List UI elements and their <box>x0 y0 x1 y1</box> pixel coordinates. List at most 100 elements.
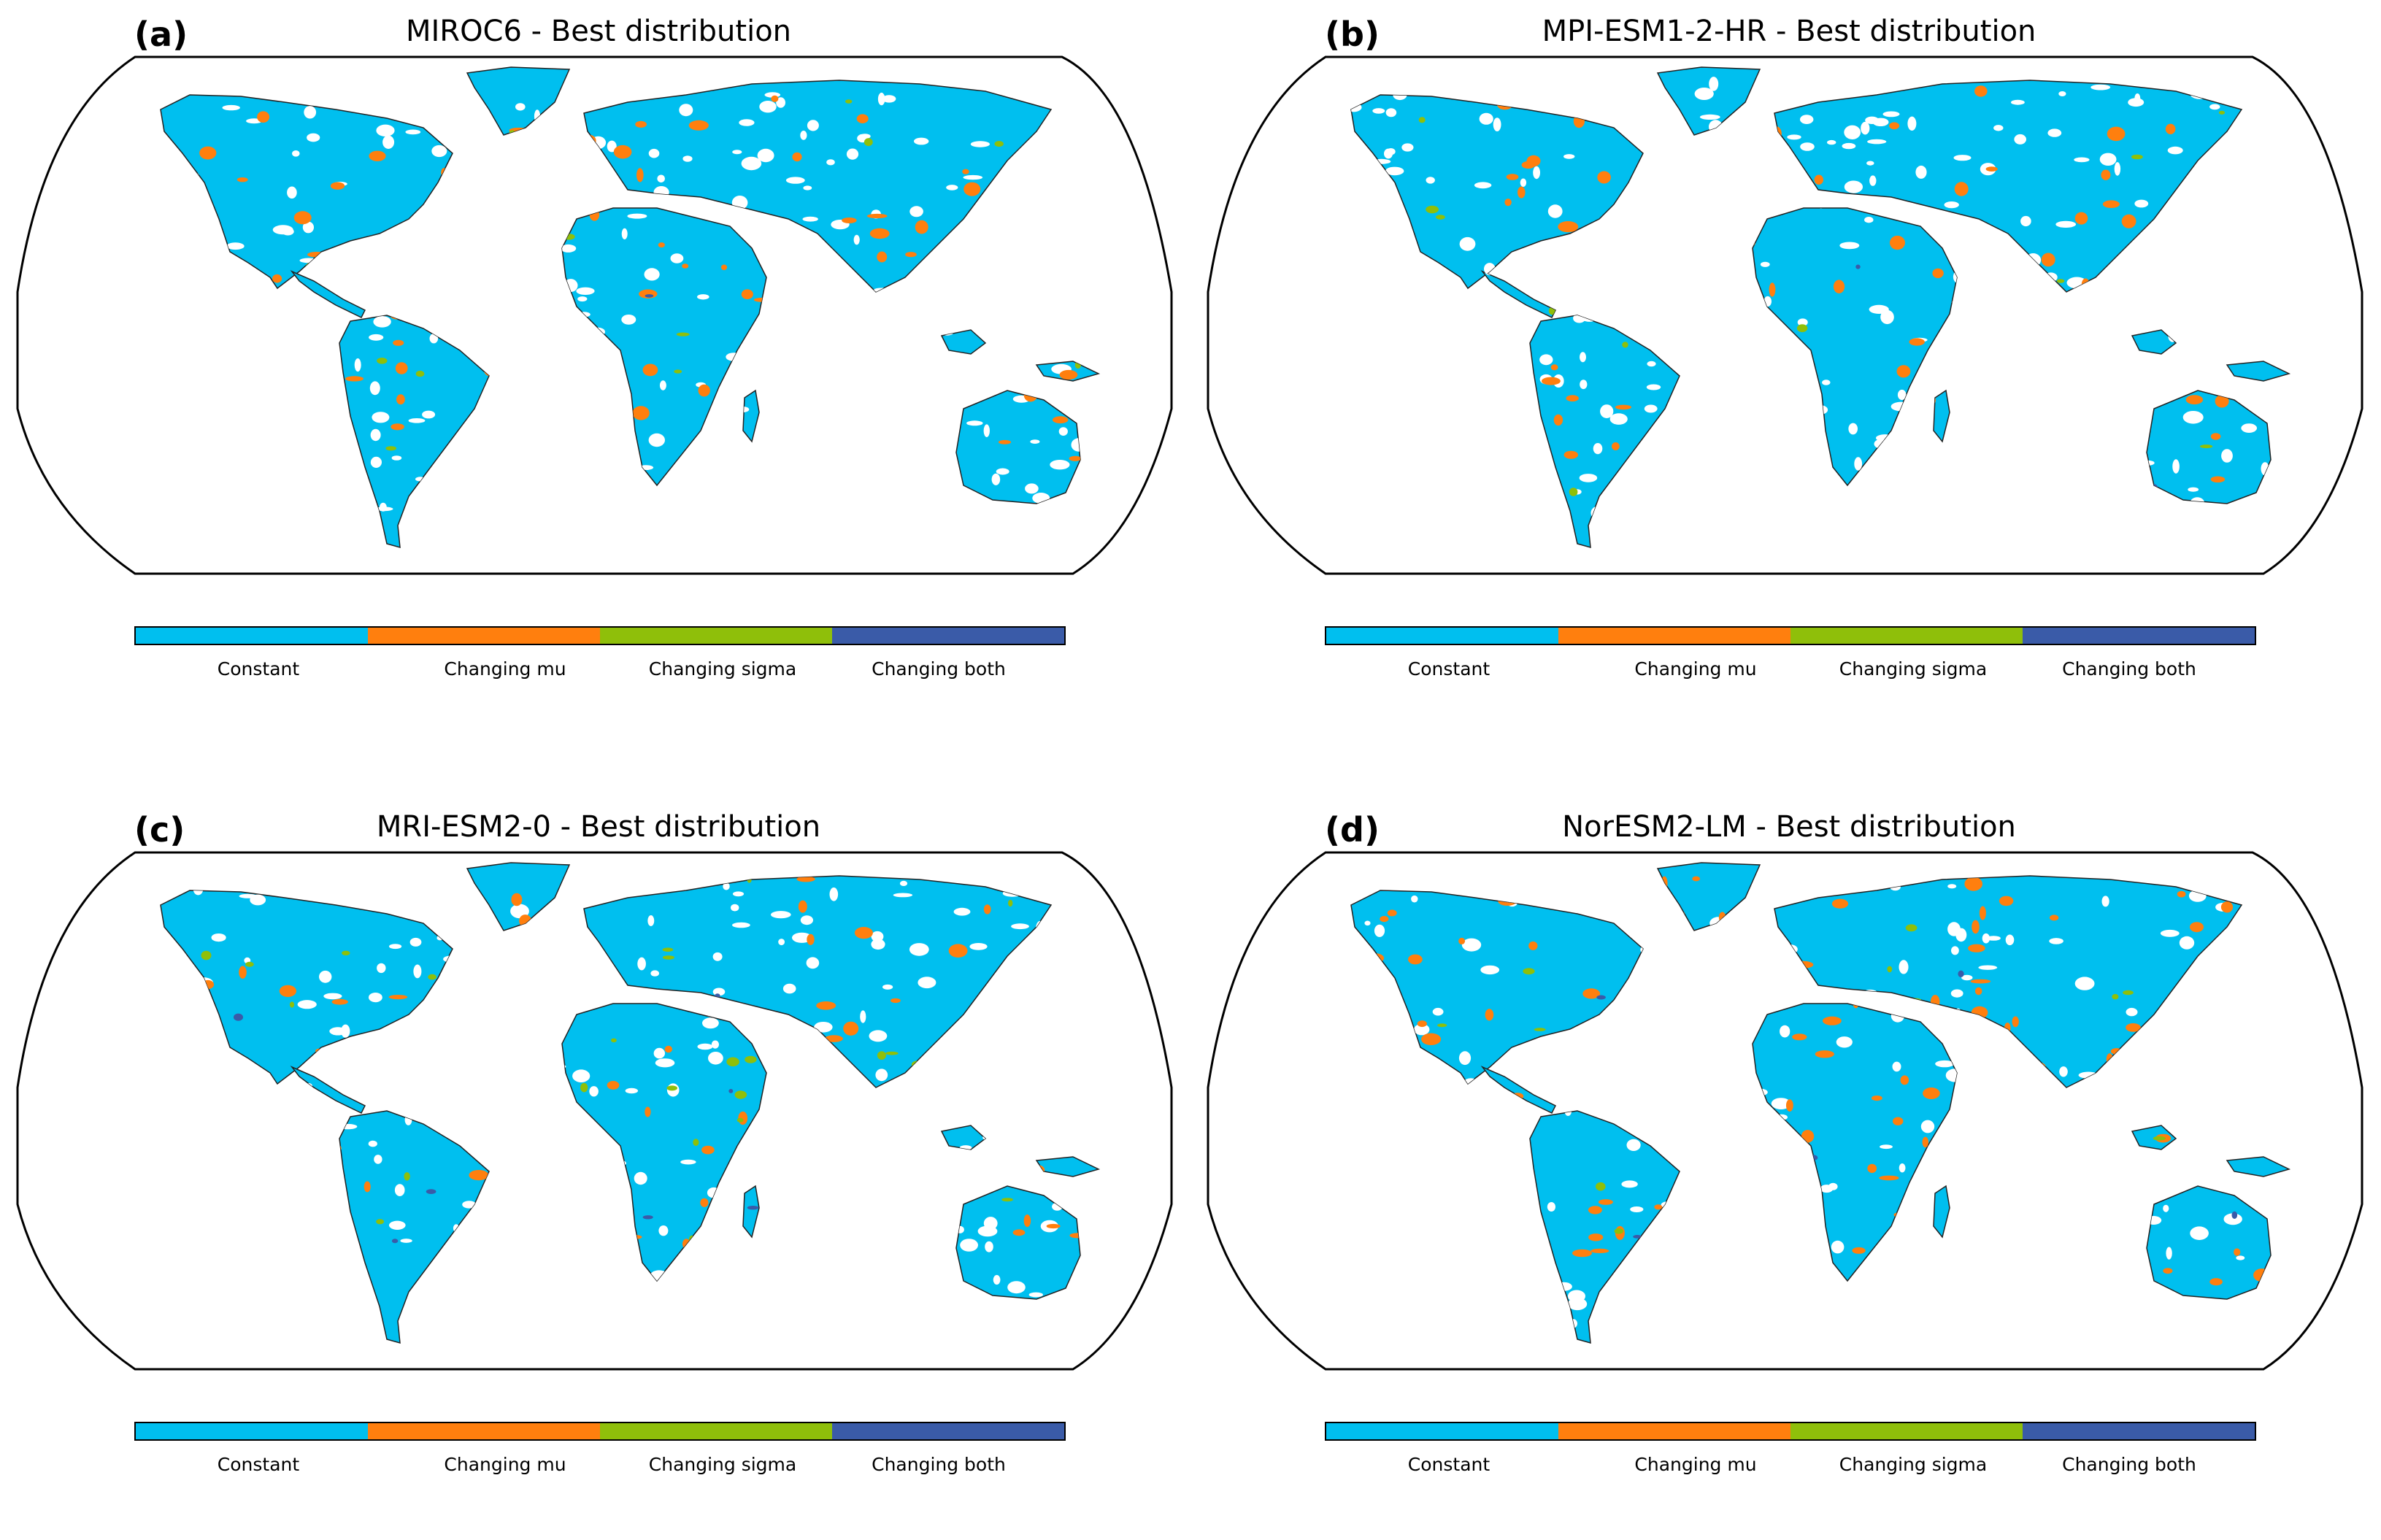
no-data-patch <box>1842 142 1856 150</box>
no-data-patch <box>1787 134 1801 140</box>
changing-mu-patch <box>891 998 901 1004</box>
changing-mu-patch <box>1615 404 1632 410</box>
no-data-patch <box>2188 487 2199 492</box>
no-data-patch <box>400 1239 412 1243</box>
no-data-patch <box>1780 1025 1790 1038</box>
colorbar-segment-4 <box>832 628 1064 644</box>
changing-mu-patch <box>2190 922 2204 933</box>
no-data-patch <box>803 185 812 190</box>
no-data-patch <box>653 1047 665 1059</box>
no-data-patch <box>625 1087 638 1094</box>
no-data-patch <box>1836 1036 1853 1048</box>
changing-mu-patch <box>1458 937 1466 944</box>
no-data-patch <box>1800 115 1814 125</box>
no-data-patch <box>2059 1066 2068 1077</box>
no-data-patch <box>860 1010 866 1023</box>
no-data-patch <box>409 937 422 947</box>
no-data-patch <box>1982 933 1990 944</box>
no-data-patch <box>369 381 380 396</box>
no-data-patch <box>1050 460 1070 470</box>
no-data-patch <box>1386 148 1396 155</box>
no-data-patch <box>515 103 526 111</box>
no-data-patch <box>376 124 395 136</box>
changing-mu-patch <box>239 966 247 979</box>
no-data-patch <box>731 904 739 912</box>
no-data-patch <box>782 983 796 994</box>
no-data-patch <box>2020 215 2031 227</box>
colorbar-label-3: Changing sigma <box>1839 658 1988 679</box>
changing-sigma-patch <box>342 950 350 955</box>
no-data-patch <box>899 880 908 886</box>
changing-sigma-patch <box>1887 966 1893 973</box>
land-areas <box>1350 862 2291 1344</box>
no-data-patch <box>1947 884 1957 889</box>
changing-mu-patch <box>1889 122 1900 130</box>
no-data-patch <box>369 334 384 341</box>
no-data-patch <box>1385 166 1404 176</box>
no-data-patch <box>2166 1247 2172 1260</box>
no-data-patch <box>771 911 791 919</box>
changing-both-patch <box>642 1215 653 1220</box>
changing-mu-patch <box>1023 1214 1031 1228</box>
no-data-patch <box>807 120 819 131</box>
changing-mu-patch <box>1879 1175 1899 1181</box>
changing-mu-patch <box>1069 455 1082 461</box>
no-data-patch <box>1385 108 1397 118</box>
no-data-patch <box>1372 108 1385 114</box>
changing-both-patch <box>426 1189 436 1194</box>
changing-mu-patch <box>700 1198 709 1207</box>
no-data-patch <box>1867 139 1887 145</box>
no-data-patch <box>1461 938 1482 952</box>
colorbar-label-2: Changing mu <box>1634 658 1757 679</box>
no-data-patch <box>712 987 726 996</box>
changing-mu-patch <box>1572 1249 1592 1258</box>
no-data-patch <box>1474 182 1492 189</box>
no-data-patch <box>1025 483 1039 494</box>
changing-mu-patch <box>798 900 807 913</box>
changing-mu-patch <box>1582 988 1601 999</box>
no-data-patch <box>853 234 860 245</box>
no-data-patch <box>572 1069 591 1082</box>
changing-mu-patch <box>1504 199 1512 207</box>
colorbar-label-2: Changing mu <box>1634 1454 1757 1475</box>
changing-sigma-patch <box>662 947 674 952</box>
colorbar-segment-2 <box>368 1423 600 1439</box>
no-data-patch <box>1432 1007 1444 1016</box>
changing-mu-patch <box>796 876 815 882</box>
changing-sigma-patch <box>289 1001 295 1008</box>
changing-sigma-patch <box>994 141 1004 147</box>
no-data-patch <box>1865 116 1879 124</box>
no-data-patch <box>1520 178 1527 187</box>
no-data-patch <box>702 1017 719 1029</box>
changing-mu-patch <box>279 985 296 997</box>
changing-mu-patch <box>1598 1199 1613 1205</box>
changing-sigma-patch <box>377 358 388 364</box>
changing-sigma-patch <box>611 1038 617 1043</box>
changing-mu-patch <box>1890 235 1905 250</box>
no-data-patch <box>711 1040 720 1049</box>
central-america-land <box>1480 1066 1557 1114</box>
changing-mu-patch <box>2177 890 2186 898</box>
no-data-patch <box>1479 112 1493 125</box>
no-data-patch <box>1539 354 1553 366</box>
no-data-patch <box>2190 1226 2209 1240</box>
no-data-patch <box>658 1225 669 1236</box>
no-data-patch <box>1547 204 1563 218</box>
changing-mu-patch <box>2215 395 2229 408</box>
no-data-patch <box>918 977 936 989</box>
changing-mu-patch <box>1387 909 1397 917</box>
changing-mu-patch <box>1518 186 1526 199</box>
colorbar-segment-4 <box>2023 628 2255 644</box>
no-data-patch <box>846 148 859 160</box>
no-data-patch <box>2114 162 2121 176</box>
no-data-patch <box>697 294 709 300</box>
no-data-patch <box>389 944 402 950</box>
no-data-patch <box>1848 423 1858 435</box>
changing-mu-patch <box>962 169 969 174</box>
changing-mu-patch <box>1932 268 1944 279</box>
changing-mu-patch <box>330 182 345 190</box>
no-data-patch <box>983 424 991 437</box>
no-data-patch <box>680 1159 696 1165</box>
colorbar-label-4: Changing both <box>872 1454 1006 1475</box>
no-data-patch <box>1547 1202 1555 1212</box>
